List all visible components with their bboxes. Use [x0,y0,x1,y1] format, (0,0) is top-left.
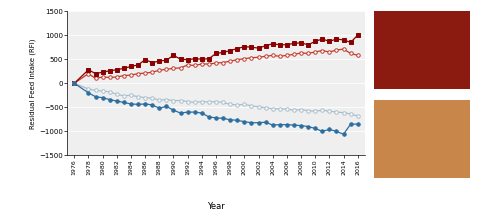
Text: Year: Year [207,202,225,211]
Y-axis label: Residual Feed Intake (RFI): Residual Feed Intake (RFI) [30,38,36,129]
